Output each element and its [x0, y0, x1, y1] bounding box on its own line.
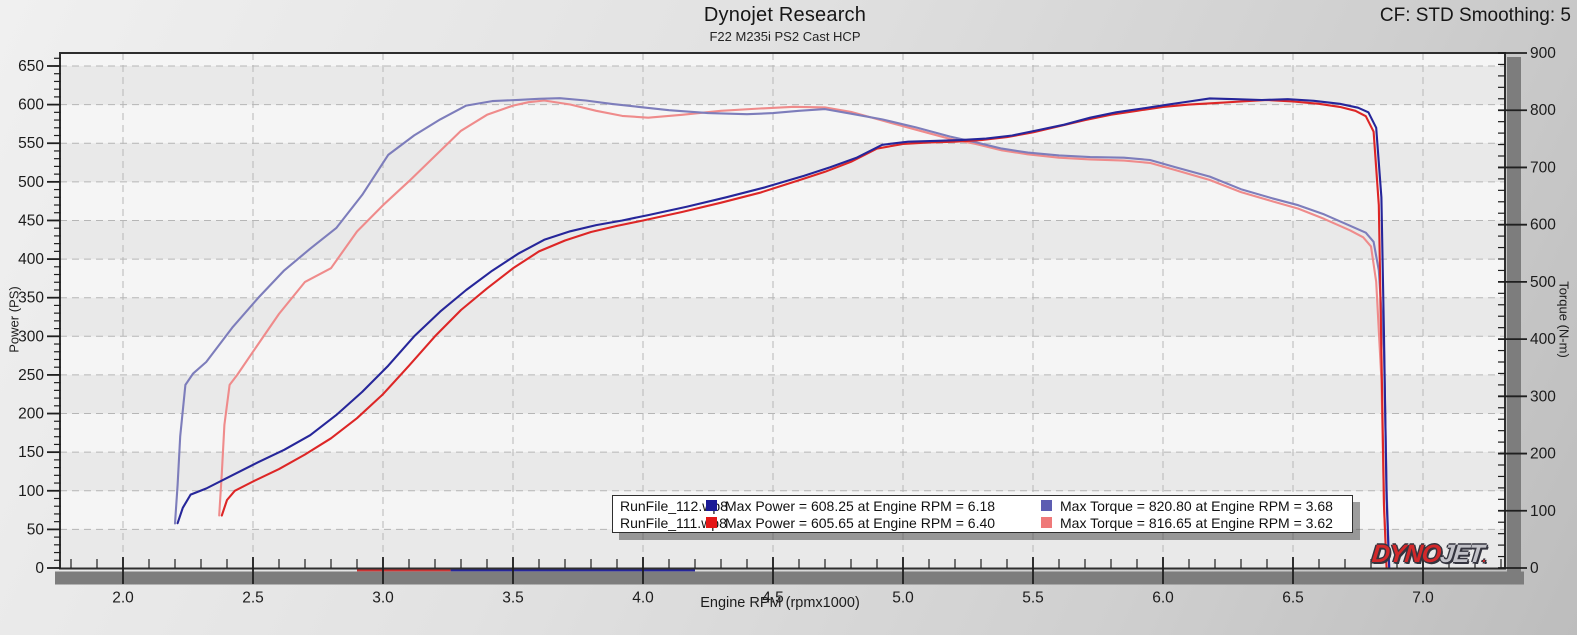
gridlines: [60, 53, 1505, 569]
svg-text:3.0: 3.0: [372, 589, 394, 606]
curve-runfile-112-wp8-torque: [173, 97, 1391, 570]
dynojet-logo: DYNOJET.: [1370, 540, 1487, 569]
svg-text:800: 800: [1530, 102, 1556, 119]
svg-text:700: 700: [1530, 159, 1556, 176]
svg-text:5.5: 5.5: [1022, 589, 1044, 606]
svg-text:250: 250: [18, 367, 44, 384]
svg-text:600: 600: [18, 97, 44, 114]
svg-text:450: 450: [18, 212, 44, 229]
svg-text:50: 50: [27, 521, 45, 538]
max-power-111-text: Max Power = 605.65 at Engine RPM = 6.40: [725, 514, 996, 531]
svg-text:650: 650: [18, 58, 44, 75]
svg-text:500: 500: [18, 174, 44, 191]
svg-text:400: 400: [18, 251, 44, 268]
svg-text:0: 0: [35, 560, 44, 577]
torque-111-swatch-icon: [1041, 517, 1052, 528]
svg-text:300: 300: [1530, 388, 1556, 405]
curve-runfile-111-wp8-power: [220, 98, 1388, 570]
svg-text:350: 350: [18, 290, 44, 307]
svg-text:900: 900: [1530, 45, 1556, 62]
svg-text:5.0: 5.0: [892, 589, 914, 606]
svg-text:500: 500: [1530, 274, 1556, 291]
dynojet-logo-dyno: DYNO: [1370, 540, 1442, 568]
svg-text:6.5: 6.5: [1282, 589, 1304, 606]
runfile-112-label: RunFile_112.wp8: [620, 497, 728, 514]
max-torque-112-text: Max Torque = 820.80 at Engine RPM = 3.68: [1060, 497, 1333, 514]
axis-tick-labels: 2.0 2.5 3.0 3.5 4.0 4.5 5.0 5.5 6.0 6.5 7.0 0 50 100 1…: [18, 45, 1556, 606]
svg-text:4.5: 4.5: [762, 589, 784, 606]
max-torque-111-text: Max Torque = 816.65 at Engine RPM = 3.62: [1060, 514, 1333, 531]
plot-bands: [60, 53, 1505, 568]
legend-box: RunFile_112.wp8 Max Power = 608.25 at En…: [612, 495, 1353, 533]
svg-text:150: 150: [18, 444, 44, 461]
vertical-scrollbar[interactable]: [1507, 57, 1521, 585]
svg-text:0: 0: [1530, 560, 1539, 577]
cf-smoothing-label: CF: STD Smoothing: 5: [1379, 5, 1571, 26]
x-axis-title: Engine RPM (rpmx1000): [700, 595, 860, 611]
plot-frame: [59, 52, 1506, 570]
axis-ticks: [47, 52, 1527, 584]
svg-text:2.5: 2.5: [242, 589, 264, 606]
svg-text:400: 400: [1530, 331, 1556, 348]
legend-row-run112: RunFile_112.wp8 Max Power = 608.25 at En…: [620, 497, 1352, 514]
svg-text:300: 300: [18, 328, 44, 345]
power-112-swatch-icon: [706, 500, 717, 511]
svg-text:7.0: 7.0: [1412, 589, 1434, 606]
page-subtitle: F22 M235i PS2 Cast HCP: [709, 29, 861, 44]
legend-row-run111: RunFile_111.wp8 Max Power = 605.65 at En…: [620, 514, 1352, 531]
svg-text:200: 200: [1530, 446, 1556, 463]
dyno-curves: [173, 97, 1391, 570]
svg-text:2.0: 2.0: [112, 589, 134, 606]
page-title: Dynojet Research: [703, 4, 867, 26]
svg-text:550: 550: [18, 135, 44, 152]
power-111-swatch-icon: [706, 517, 717, 528]
dynojet-logo-jet: JET: [1438, 540, 1485, 568]
svg-text:100: 100: [18, 483, 44, 500]
svg-text:100: 100: [1530, 503, 1556, 520]
torque-112-swatch-icon: [1041, 500, 1052, 511]
curve-runfile-111-wp8-torque: [218, 99, 1388, 570]
svg-text:600: 600: [1530, 217, 1556, 234]
y-axis-left-title: Power (PS): [6, 286, 22, 353]
horizontal-scrollbar[interactable]: [55, 571, 1524, 585]
y-axis-right-title: Torque (N-m): [1556, 281, 1572, 358]
max-power-112-text: Max Power = 608.25 at Engine RPM = 6.18: [725, 497, 996, 514]
svg-text:4.0: 4.0: [632, 589, 654, 606]
curve-runfile-112-wp8-power: [176, 97, 1391, 570]
svg-text:3.5: 3.5: [502, 589, 524, 606]
runfile-111-label: RunFile_111.wp8: [620, 514, 727, 531]
svg-text:200: 200: [18, 406, 44, 423]
svg-text:6.0: 6.0: [1152, 589, 1174, 606]
